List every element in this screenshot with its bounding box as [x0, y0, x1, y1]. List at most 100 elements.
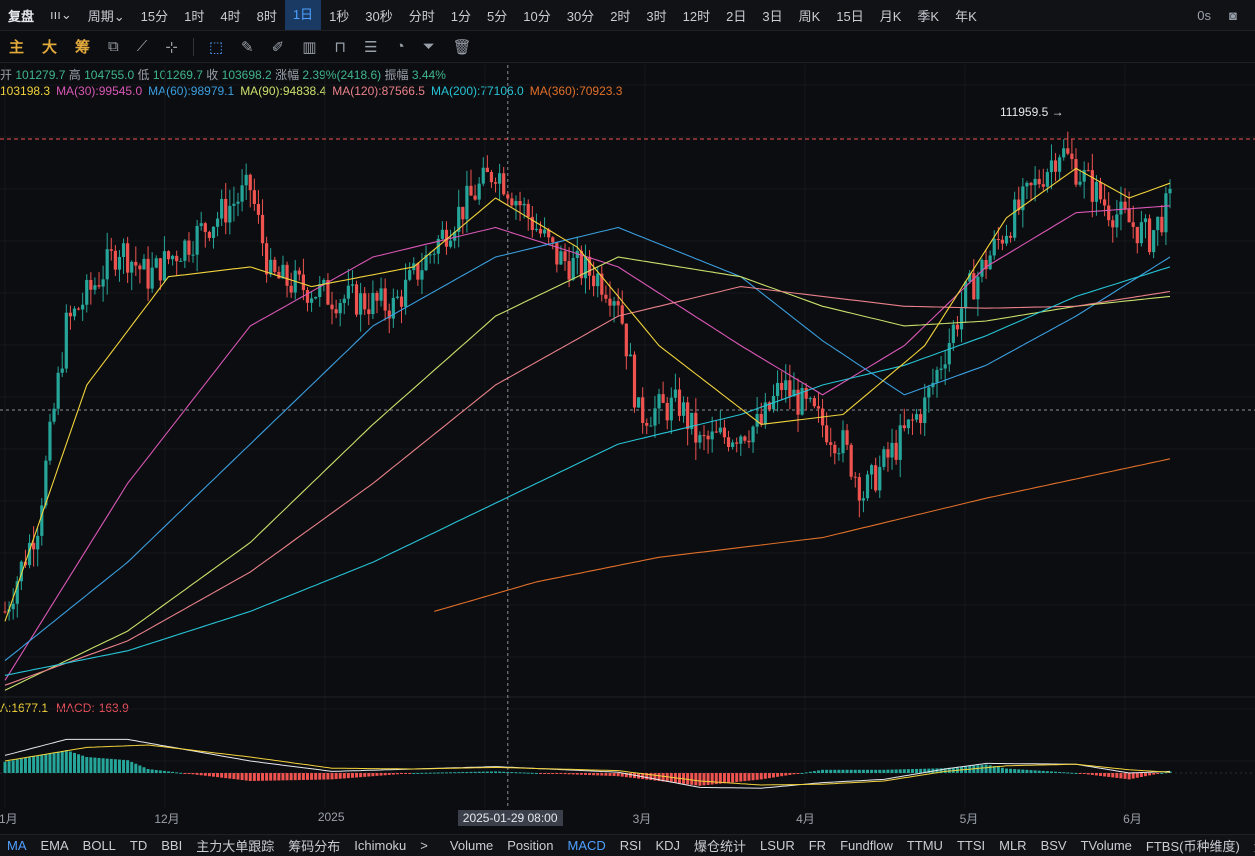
- macd-histogram-bar: [1103, 773, 1107, 777]
- macd-histogram-bar: [1127, 773, 1131, 780]
- indicator-tab-5[interactable]: 主力大单跟踪: [196, 839, 275, 854]
- indicator-tab-10[interactable]: Volume: [449, 838, 494, 853]
- macd-histogram-bar: [653, 773, 657, 781]
- indicator-tab-6[interactable]: 筹码分布: [288, 839, 341, 854]
- indicator-tab-21[interactable]: MLR: [999, 838, 1027, 853]
- pencil-icon[interactable]: ✐: [271, 38, 285, 56]
- macd-histogram-bar: [330, 773, 334, 780]
- macd-histogram-bar: [207, 773, 211, 777]
- indicator-tab-8[interactable]: >: [420, 838, 428, 853]
- trash-icon[interactable]: 🗑: [452, 38, 472, 56]
- period-20[interactable]: 周K: [798, 8, 821, 24]
- period-0[interactable]: 复盘: [8, 8, 35, 24]
- indicator-tab-17[interactable]: FR: [808, 838, 827, 853]
- indicator-tab-25[interactable]: 资金流: [1247, 836, 1255, 855]
- period-2[interactable]: 周期⌄: [87, 8, 125, 24]
- cursor-icon[interactable]: ⬚: [208, 38, 224, 56]
- pen-icon[interactable]: ✎: [241, 38, 254, 56]
- period-10[interactable]: 分时: [408, 8, 435, 24]
- candle-body: [76, 308, 81, 310]
- candle-body: [1017, 199, 1021, 211]
- candle-body: [408, 270, 412, 280]
- macd-histogram-bar: [1025, 769, 1029, 773]
- edit-icon[interactable]: ☰: [364, 38, 378, 56]
- indicator-tab-13[interactable]: RSI: [619, 838, 642, 853]
- macd-histogram-bar: [1143, 773, 1147, 777]
- candle-body: [587, 256, 592, 276]
- macd-histogram-bar: [1131, 773, 1135, 779]
- magnet-icon[interactable]: ◔: [395, 38, 405, 55]
- indicator-tab-0[interactable]: MA: [7, 838, 27, 853]
- indicator-tab-23[interactable]: TVolume: [1080, 838, 1132, 853]
- period-17[interactable]: 12时: [682, 8, 711, 24]
- indicator-tab-24[interactable]: FTBS(币种维度): [1145, 839, 1240, 854]
- macd-histogram-bar: [216, 773, 220, 778]
- refresh-interval[interactable]: 0s: [1197, 7, 1211, 23]
- candle-body: [661, 394, 665, 403]
- indicator-toggle-0[interactable]: 主: [9, 39, 25, 56]
- period-24[interactable]: 年K: [955, 8, 977, 24]
- macd-histogram-bar: [130, 761, 134, 773]
- period-19[interactable]: 3日: [762, 8, 783, 24]
- period-8[interactable]: 1秒: [329, 8, 350, 24]
- period-11[interactable]: 1分: [450, 8, 472, 24]
- period-23[interactable]: 季K: [917, 8, 940, 24]
- period-4[interactable]: 1时: [184, 8, 205, 24]
- macd-histogram-bar: [518, 772, 522, 774]
- copy-icon[interactable]: ⧉: [108, 38, 119, 55]
- macd-histogram-bar: [281, 773, 285, 781]
- indicator-toggle-1[interactable]: 大: [42, 39, 58, 56]
- open-value: 101279.7: [15, 68, 66, 82]
- period-1[interactable]: ııı⌄: [50, 7, 72, 22]
- indicator-tab-20[interactable]: TTSI: [956, 838, 986, 853]
- crosshair-x-label: 2025-01-29 08:00: [457, 810, 563, 826]
- period-5[interactable]: 4时: [220, 8, 241, 24]
- macd-histogram-bar: [400, 773, 404, 774]
- period-3[interactable]: 15分: [140, 8, 169, 24]
- period-13[interactable]: 10分: [523, 8, 551, 24]
- lock-icon[interactable]: ⊓: [334, 38, 347, 56]
- filter-icon[interactable]: ⏷: [422, 38, 435, 55]
- candle-body: [93, 285, 97, 290]
- indicator-tab-7[interactable]: Ichimoku: [354, 838, 407, 853]
- candle-body: [1033, 178, 1037, 186]
- macd-histogram-bar: [1045, 771, 1049, 773]
- x-tick-label: 3月: [632, 812, 652, 826]
- candle-body: [15, 581, 19, 604]
- candles-icon[interactable]: ▥: [302, 38, 317, 56]
- indicator-tab-18[interactable]: Fundflow: [840, 838, 893, 853]
- period-22[interactable]: 月K: [879, 8, 902, 24]
- period-12[interactable]: 5分: [487, 8, 508, 24]
- period-14[interactable]: 30分: [566, 8, 595, 24]
- indicator-tab-12[interactable]: MACD: [567, 838, 606, 853]
- indicator-tab-4[interactable]: BBI: [161, 838, 183, 853]
- indicator-tab-15[interactable]: 爆仓统计: [694, 839, 747, 854]
- crosshair-tool-icon[interactable]: ⊹: [165, 38, 178, 56]
- indicator-tab-3[interactable]: TD: [129, 838, 148, 853]
- macd-histogram-bar: [117, 759, 121, 773]
- indicator-tab-22[interactable]: BSV: [1040, 838, 1067, 853]
- macd-histogram-bar: [420, 772, 424, 774]
- macd-histogram-bar: [1058, 771, 1062, 773]
- macd-histogram-bar: [784, 773, 788, 776]
- indicator-tab-14[interactable]: KDJ: [655, 838, 681, 853]
- period-6[interactable]: 8时: [256, 8, 277, 24]
- period-9[interactable]: 30秒: [365, 8, 393, 24]
- period-7[interactable]: 1日: [284, 0, 322, 30]
- indicator-toggle-2[interactable]: 筹: [75, 39, 91, 56]
- indicator-tab-11[interactable]: Position: [507, 838, 554, 853]
- indicator-tab-2[interactable]: BOLL: [82, 838, 116, 853]
- indicator-tab-16[interactable]: LSUR: [760, 838, 795, 853]
- period-15[interactable]: 2时: [610, 8, 631, 24]
- measure-icon[interactable]: ⟋: [136, 38, 148, 55]
- period-18[interactable]: 2日: [726, 8, 747, 24]
- indicator-tab-1[interactable]: EMA: [40, 838, 69, 853]
- macd-histogram-bar: [1099, 773, 1103, 776]
- period-21[interactable]: 15日: [836, 8, 864, 24]
- candle-body: [1021, 186, 1025, 211]
- macd-histogram-bar: [232, 773, 236, 780]
- indicator-tab-19[interactable]: TTMU: [906, 838, 943, 853]
- camera-icon[interactable]: ◙: [1229, 7, 1237, 23]
- period-16[interactable]: 3时: [646, 8, 667, 24]
